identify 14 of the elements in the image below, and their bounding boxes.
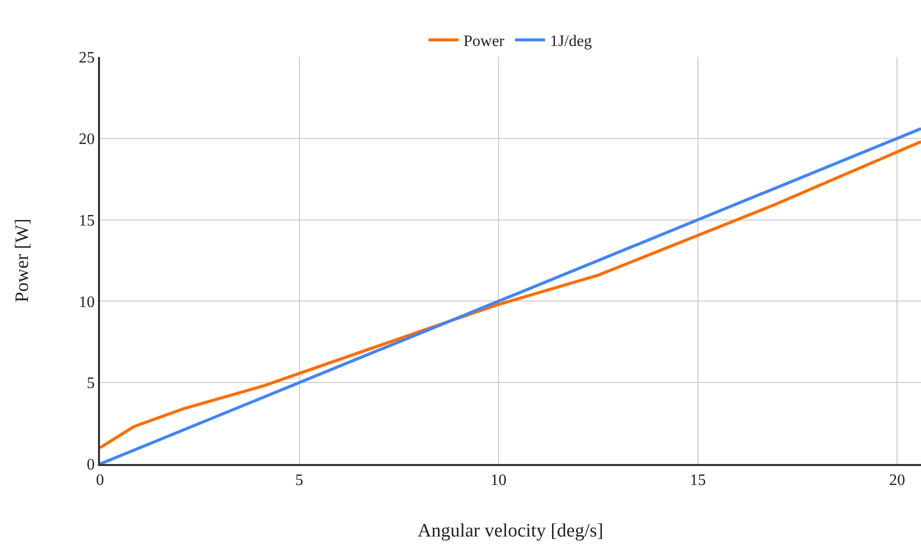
- legend-label: Power: [464, 33, 506, 50]
- x-tick-label: 10: [490, 472, 507, 490]
- x-tick-label: 20: [889, 472, 906, 490]
- x-tick-label: 15: [690, 472, 706, 490]
- y-tick-label: 25: [78, 50, 95, 67]
- y-tick-label: 10: [78, 294, 95, 311]
- legend-label: 1J/deg: [550, 33, 592, 50]
- y-tick-label: 15: [78, 212, 95, 230]
- x-tick-label: 5: [295, 472, 304, 490]
- x-axis-title: Angular velocity [deg/s]: [418, 520, 604, 542]
- y-tick-label: 0: [86, 456, 95, 474]
- y-tick-label: 5: [86, 375, 95, 392]
- y-tick-label: 20: [78, 131, 95, 148]
- y-axis-title: Power [W]: [12, 218, 34, 302]
